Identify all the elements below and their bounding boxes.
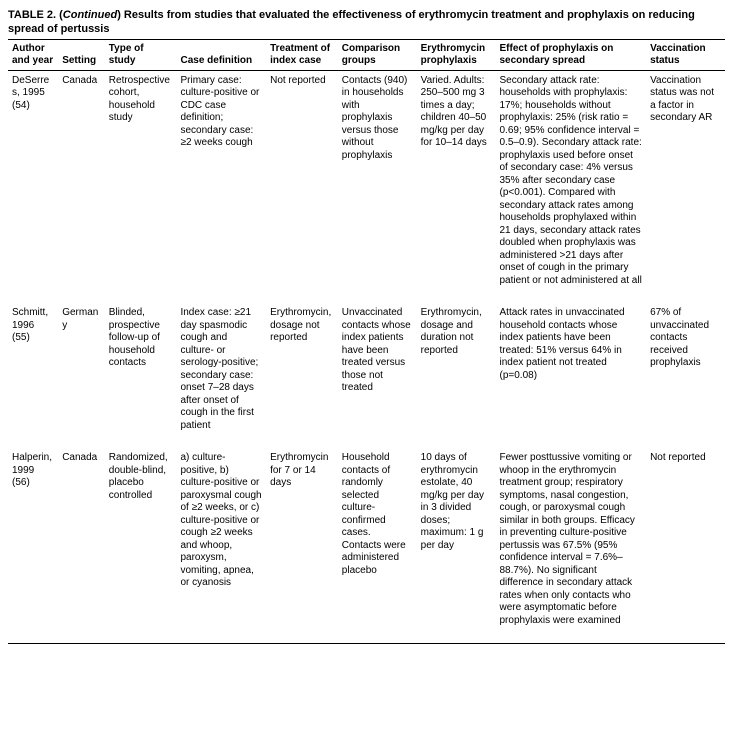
cell-setting: Germany [58,303,105,448]
cell-eryth: Varied. Adults: 250–500 mg 3 times a day… [417,70,496,303]
cell-effect: Attack rates in unvaccinated household c… [496,303,647,448]
cell-author: DeSerres, 1995 (54) [8,70,58,303]
cell-type: Blinded, prospective follow-up of househ… [105,303,177,448]
cell-trx: Erythromycin, dosage not reported [266,303,338,448]
cell-eryth: 10 days of erythromycin estolate, 40 mg/… [417,448,496,644]
cell-casedef: Primary case: culture-positive or CDC ca… [176,70,266,303]
results-table: Author and year Setting Type of study Ca… [8,39,725,645]
cell-setting: Canada [58,70,105,303]
table-row: Schmitt, 1996 (55) Germany Blinded, pros… [8,303,725,448]
col-header-effect: Effect of prophylaxis on secondary sprea… [496,39,647,70]
cell-author: Halperin, 1999 (56) [8,448,58,644]
cell-effect: Fewer posttussive vomiting or whoop in t… [496,448,647,644]
table-row: DeSerres, 1995 (54) Canada Retrospective… [8,70,725,303]
cell-author: Schmitt, 1996 (55) [8,303,58,448]
cell-comp: Contacts (940) in households with prophy… [338,70,417,303]
table-title: TABLE 2. (Continued) Results from studie… [8,8,725,37]
col-header-setting: Setting [58,39,105,70]
cell-trx: Erythromycin for 7 or 14 days [266,448,338,644]
cell-comp: Unvaccinated contacts whose index patien… [338,303,417,448]
header-row: Author and year Setting Type of study Ca… [8,39,725,70]
col-header-eryth: Erythromycin prophylaxis [417,39,496,70]
col-header-author: Author and year [8,39,58,70]
cell-effect: Secondary attack rate: households with p… [496,70,647,303]
cell-casedef: a) culture-positive, b) culture-positive… [176,448,266,644]
table-row: Halperin, 1999 (56) Canada Randomized, d… [8,448,725,644]
cell-type: Randomized, double-blind, placebo contro… [105,448,177,644]
cell-casedef: Index case: ≥21 day spasmodic cough and … [176,303,266,448]
col-header-casedef: Case definition [176,39,266,70]
cell-vacc: Not reported [646,448,725,644]
cell-trx: Not reported [266,70,338,303]
cell-eryth: Erythromycin, dosage and duration not re… [417,303,496,448]
title-continued: Continued [63,9,117,21]
title-prefix: TABLE 2. ( [8,9,63,21]
cell-vacc: Vaccination status was not a factor in s… [646,70,725,303]
cell-comp: Household contacts of randomly selected … [338,448,417,644]
col-header-trx: Treatment of index case [266,39,338,70]
col-header-comp: Comparison groups [338,39,417,70]
cell-setting: Canada [58,448,105,644]
cell-type: Retrospective cohort, household study [105,70,177,303]
cell-vacc: 67% of unvaccinated contacts received pr… [646,303,725,448]
col-header-type: Type of study [105,39,177,70]
col-header-vacc: Vaccination status [646,39,725,70]
